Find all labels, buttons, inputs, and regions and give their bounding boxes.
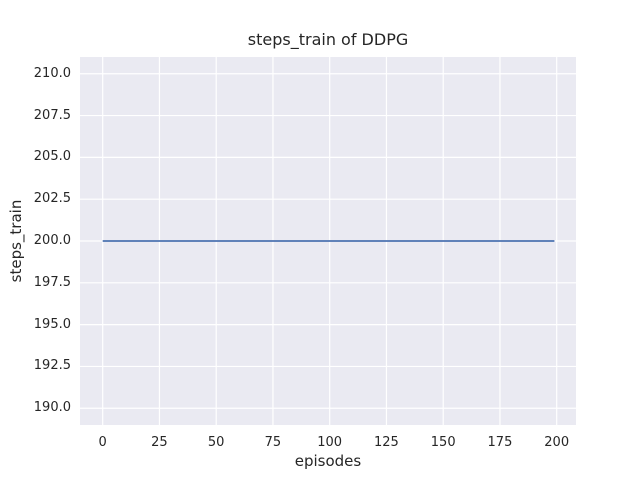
y-tick-label: 202.5 <box>33 191 71 207</box>
y-tick-label: 200.0 <box>33 233 71 248</box>
y-tick-label: 192.5 <box>33 358 71 374</box>
x-tick-label: 50 <box>207 435 225 450</box>
x-axis-label: episodes <box>294 452 362 470</box>
plot-area <box>80 57 576 425</box>
x-tick-label: 200 <box>544 435 570 450</box>
y-tick-label: 205.0 <box>33 149 71 165</box>
y-tick-label: 195.0 <box>33 316 71 332</box>
y-tick-label: 210.0 <box>33 65 71 81</box>
chart-title: steps_train of DDPG <box>247 30 409 49</box>
y-tick-label: 197.5 <box>33 274 71 290</box>
y-tick-label: 207.5 <box>33 107 71 123</box>
x-tick-label: 125 <box>374 435 399 450</box>
x-tick-label: 0 <box>98 435 107 450</box>
x-tick-label: 175 <box>487 435 513 450</box>
x-tick-label: 100 <box>317 435 343 450</box>
y-tick-label: 190.0 <box>33 400 71 416</box>
x-tick-label: 25 <box>151 435 168 450</box>
x-tick-label: 150 <box>430 435 456 450</box>
x-tick-label: 75 <box>264 435 282 450</box>
